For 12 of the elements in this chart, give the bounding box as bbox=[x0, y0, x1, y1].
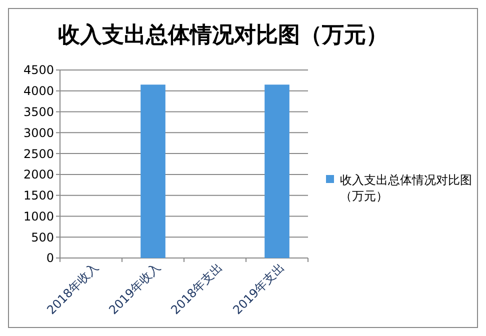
y-tick-label: 500 bbox=[31, 230, 54, 244]
y-tick-label: 2000 bbox=[23, 168, 54, 182]
chart-title: 收入支出总体情况对比图（万元） bbox=[58, 22, 388, 48]
y-tick-label: 3000 bbox=[23, 126, 54, 140]
y-tick-label: 4000 bbox=[23, 84, 54, 98]
y-tick-label: 0 bbox=[46, 251, 54, 266]
y-tick-label: 3500 bbox=[23, 104, 54, 119]
y-tick-label: 4500 bbox=[23, 63, 54, 78]
legend-label: 收入支出总体情况对比图（万元） bbox=[340, 173, 472, 203]
y-tick-label: 2500 bbox=[23, 146, 54, 161]
y-tick-label: 1000 bbox=[23, 209, 54, 224]
y-tick-label: 1500 bbox=[23, 188, 54, 203]
